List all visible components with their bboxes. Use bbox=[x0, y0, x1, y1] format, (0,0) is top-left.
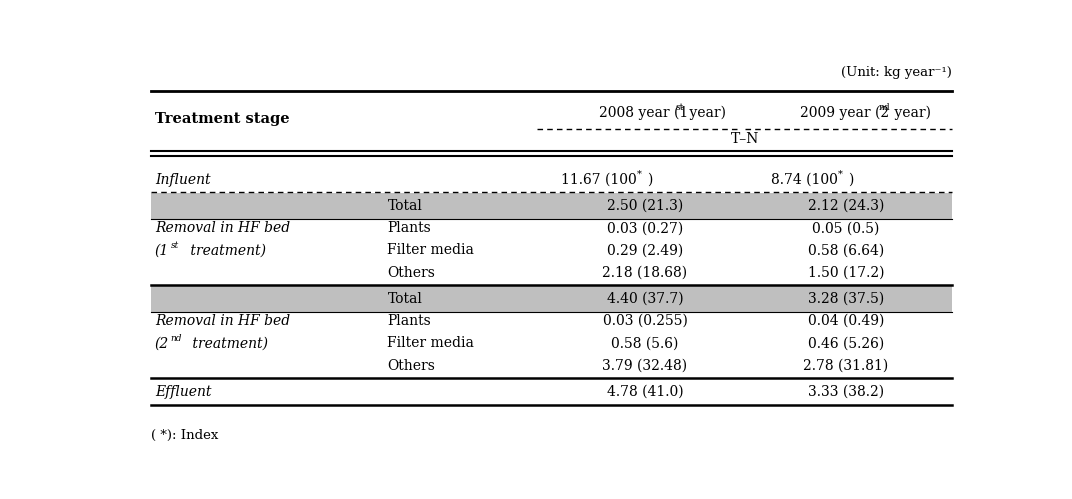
Text: Plants: Plants bbox=[387, 221, 431, 235]
Text: ): ) bbox=[848, 173, 853, 187]
Bar bbox=[150, 286, 952, 312]
Text: 2.50 (21.3): 2.50 (21.3) bbox=[607, 199, 683, 213]
Text: 3.33 (38.2): 3.33 (38.2) bbox=[808, 385, 884, 399]
Text: 3.79 (32.48): 3.79 (32.48) bbox=[602, 359, 687, 373]
Text: 0.03 (0.27): 0.03 (0.27) bbox=[607, 221, 683, 235]
Text: year): year) bbox=[890, 106, 930, 120]
Text: year): year) bbox=[685, 106, 726, 120]
Text: Filter media: Filter media bbox=[387, 336, 474, 350]
Text: 2009 year (2: 2009 year (2 bbox=[801, 106, 890, 120]
Text: *: * bbox=[837, 170, 843, 179]
Text: 2.18 (18.68): 2.18 (18.68) bbox=[602, 266, 687, 280]
Text: 4.40 (37.7): 4.40 (37.7) bbox=[607, 292, 683, 306]
Text: 0.05 (0.5): 0.05 (0.5) bbox=[813, 221, 880, 235]
Text: treatment): treatment) bbox=[188, 336, 268, 350]
Text: 2008 year (1 year): 2008 year (1 year) bbox=[580, 106, 710, 120]
Text: 2.78 (31.81): 2.78 (31.81) bbox=[803, 359, 889, 373]
Text: Total: Total bbox=[387, 292, 422, 306]
Text: nd: nd bbox=[878, 103, 890, 112]
Text: (Unit: kg year⁻¹): (Unit: kg year⁻¹) bbox=[842, 66, 952, 79]
Text: 8.74 (100: 8.74 (100 bbox=[771, 173, 837, 187]
Text: 0.29 (2.49): 0.29 (2.49) bbox=[607, 244, 683, 257]
Text: Removal in HF bed: Removal in HF bed bbox=[154, 314, 289, 328]
Text: 0.58 (5.6): 0.58 (5.6) bbox=[611, 336, 679, 350]
Text: st: st bbox=[170, 242, 179, 250]
Text: 2008 year (1: 2008 year (1 bbox=[599, 106, 688, 120]
Text: (2: (2 bbox=[154, 336, 169, 350]
Text: Total: Total bbox=[387, 199, 422, 213]
Text: ): ) bbox=[646, 173, 652, 187]
Text: 1.50 (17.2): 1.50 (17.2) bbox=[807, 266, 884, 280]
Text: T–N: T–N bbox=[731, 132, 760, 146]
Bar bbox=[150, 193, 952, 219]
Text: nd: nd bbox=[170, 334, 182, 343]
Text: Plants: Plants bbox=[387, 314, 431, 328]
Text: 11.67 (100: 11.67 (100 bbox=[561, 173, 637, 187]
Text: 0.58 (6.64): 0.58 (6.64) bbox=[808, 244, 884, 257]
Text: 0.03 (0.255): 0.03 (0.255) bbox=[602, 314, 687, 328]
Text: Removal in HF bed: Removal in HF bed bbox=[154, 221, 289, 235]
Text: st: st bbox=[675, 103, 684, 112]
Text: 3.28 (37.5): 3.28 (37.5) bbox=[808, 292, 884, 306]
Text: 2.12 (24.3): 2.12 (24.3) bbox=[808, 199, 884, 213]
Text: Others: Others bbox=[387, 359, 435, 373]
Text: Effluent: Effluent bbox=[154, 385, 211, 399]
Text: (1: (1 bbox=[154, 244, 169, 257]
Text: *: * bbox=[637, 170, 641, 179]
Text: Filter media: Filter media bbox=[387, 244, 474, 257]
Text: Others: Others bbox=[387, 266, 435, 280]
Text: 0.46 (5.26): 0.46 (5.26) bbox=[808, 336, 884, 350]
Text: ( *): Index: ( *): Index bbox=[150, 429, 218, 442]
Text: Treatment stage: Treatment stage bbox=[154, 112, 289, 126]
Text: treatment): treatment) bbox=[187, 244, 266, 257]
Text: 4.78 (41.0): 4.78 (41.0) bbox=[607, 385, 683, 399]
Text: Influent: Influent bbox=[154, 173, 210, 187]
Text: 0.04 (0.49): 0.04 (0.49) bbox=[808, 314, 884, 328]
